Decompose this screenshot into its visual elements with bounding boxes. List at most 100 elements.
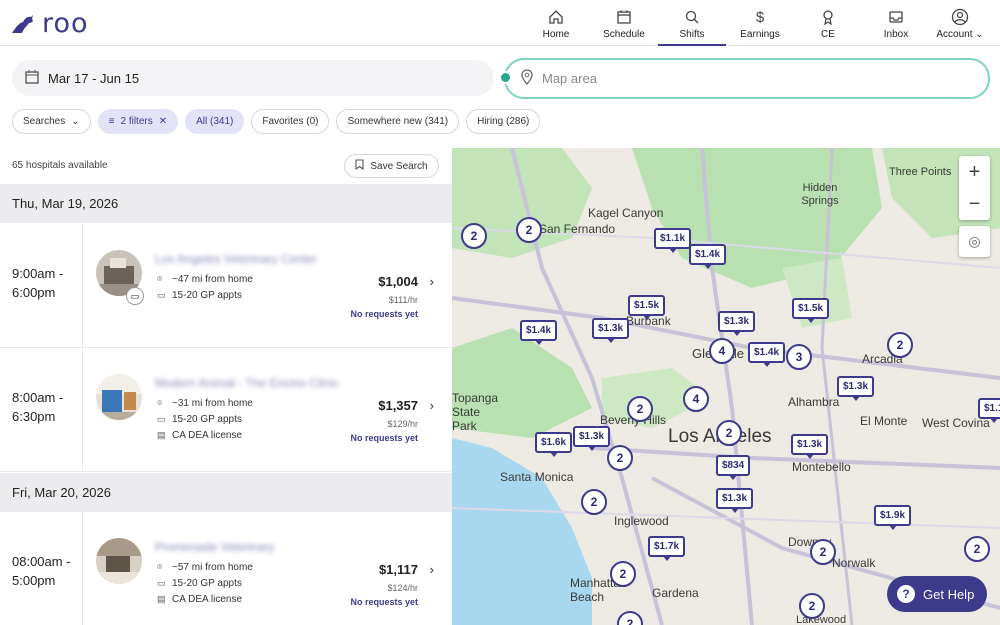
calendar-icon xyxy=(24,69,40,88)
price-marker[interactable]: $1.1 xyxy=(978,398,1000,423)
nav-inbox-label: Inbox xyxy=(883,29,909,40)
distance-text: ~47 mi from home xyxy=(172,274,253,285)
cluster-marker[interactable]: 2 xyxy=(461,223,487,249)
license-text: CA DEA license xyxy=(172,594,243,605)
nav-account-label: Account ⌄ xyxy=(936,29,984,40)
cluster-marker[interactable]: 2 xyxy=(581,489,607,515)
price-marker[interactable]: $1.5k xyxy=(628,295,666,320)
briefcase-icon: ▭ xyxy=(126,287,144,305)
inbox-icon xyxy=(887,8,905,26)
nav-shifts-label: Shifts xyxy=(679,29,705,40)
cluster-marker[interactable]: 3 xyxy=(786,344,812,370)
nav-ce[interactable]: CE xyxy=(794,0,862,46)
shift-list: 65 hospitals available Save Search Thu, … xyxy=(0,148,452,625)
shift-rate: $129/hr xyxy=(387,419,418,429)
place-label: Burbank xyxy=(626,314,671,328)
zoom-in-button[interactable]: + xyxy=(968,160,981,183)
place-label: Norwalk xyxy=(832,556,876,570)
chevron-right-icon[interactable]: › xyxy=(429,274,434,289)
request-status: No requests yet xyxy=(350,597,418,607)
shift-row[interactable]: 08:00am - 5:00pm Promenade Veterinary ⌾ ~… xyxy=(0,512,452,625)
nav-inbox[interactable]: Inbox xyxy=(862,0,930,46)
price-marker[interactable]: $1.3k xyxy=(791,434,829,459)
date-header: Thu, Mar 19, 2026 xyxy=(0,184,452,223)
place-label: Santa Monica xyxy=(500,470,574,484)
price-marker[interactable]: $1.4k xyxy=(689,244,727,269)
divider xyxy=(82,348,83,471)
close-icon[interactable]: ✕ xyxy=(158,116,168,127)
map-view[interactable]: Three Points Hidden Springs Kagel Canyon… xyxy=(452,148,1000,625)
nav-shifts[interactable]: Shifts xyxy=(658,0,726,46)
hospital-name[interactable]: Los Angeles Veterinary Center xyxy=(155,252,318,266)
price-marker[interactable]: $1.3k xyxy=(573,426,611,451)
price-marker[interactable]: $1.7k xyxy=(648,536,686,561)
cluster-marker[interactable]: 2 xyxy=(607,445,633,471)
place-label: Montebello xyxy=(792,460,851,474)
home-icon xyxy=(547,8,565,26)
chevron-down-icon: ⌄ xyxy=(975,29,984,40)
cluster-marker[interactable]: 4 xyxy=(683,386,709,412)
distance: ⌾ ~57 mi from home xyxy=(157,562,253,573)
location-pin-icon: ⌾ xyxy=(157,274,163,284)
zoom-out-button[interactable]: − xyxy=(968,192,981,215)
search-icon xyxy=(683,8,701,26)
searches-dropdown[interactable]: Searches ⌄ xyxy=(12,109,91,134)
price-marker[interactable]: $1.3k xyxy=(716,488,754,513)
dollar-icon: $ xyxy=(755,8,765,26)
price-marker[interactable]: $834 xyxy=(716,455,751,480)
cluster-marker[interactable]: 2 xyxy=(964,536,990,562)
nav-schedule[interactable]: Schedule xyxy=(590,0,658,46)
price-marker[interactable]: $1.4k xyxy=(520,320,558,345)
logo[interactable]: roo xyxy=(10,8,89,39)
somewhere-new-tab[interactable]: Somewhere new (341) xyxy=(336,109,460,134)
nav-home-label: Home xyxy=(542,29,570,40)
cluster-marker[interactable]: 4 xyxy=(709,338,735,364)
chevron-right-icon[interactable]: › xyxy=(429,562,434,577)
nav-earnings[interactable]: $ Earnings xyxy=(726,0,794,46)
nav-home[interactable]: Home xyxy=(522,0,590,46)
cluster-marker[interactable]: 2 xyxy=(627,396,653,422)
brand-name: roo xyxy=(42,8,89,39)
request-status: No requests yet xyxy=(350,433,418,443)
price-marker[interactable]: $1.5k xyxy=(792,298,830,323)
shift-price: $1,357 xyxy=(378,398,418,413)
hospital-name[interactable]: Promenade Veterinary xyxy=(155,540,275,554)
cluster-marker[interactable]: 2 xyxy=(887,332,913,358)
place-label: El Monte xyxy=(860,414,908,428)
cluster-marker[interactable]: 2 xyxy=(516,217,542,243)
map-search-indicator xyxy=(499,71,512,84)
price-marker[interactable]: $1.3k xyxy=(837,376,875,401)
shift-row[interactable]: 9:00am - 6:00pm ▭ Los Angeles Veterinary… xyxy=(0,224,452,348)
price-marker[interactable]: $1.4k xyxy=(748,342,786,367)
locate-me-button[interactable]: ◎ xyxy=(959,226,990,257)
divider xyxy=(82,224,83,347)
hospital-name[interactable]: Modern Animal - The Encino Clinic xyxy=(155,376,339,390)
shift-row[interactable]: 8:00am - 6:30pm Modern Animal - The Enci… xyxy=(0,348,452,472)
cluster-marker[interactable]: 2 xyxy=(799,593,825,619)
cluster-marker[interactable]: 2 xyxy=(617,611,643,625)
searches-label: Searches xyxy=(23,116,66,127)
save-search-button[interactable]: Save Search xyxy=(344,154,439,178)
map-area-placeholder: Map area xyxy=(542,71,597,86)
nav-account[interactable]: Account ⌄ xyxy=(930,0,990,46)
filters-button[interactable]: ≡ 2 filters ✕ xyxy=(97,109,179,134)
id-card-icon: ▤ xyxy=(157,594,166,604)
map-area-input[interactable]: Map area xyxy=(504,58,990,99)
favorites-tab[interactable]: Favorites (0) xyxy=(251,109,330,134)
all-tab[interactable]: All (341) xyxy=(185,109,245,134)
shift-time: 08:00am - 5:00pm xyxy=(12,554,71,588)
price-marker[interactable]: $1.3k xyxy=(592,318,630,343)
distance: ⌾ ~31 mi from home xyxy=(157,398,253,409)
cluster-marker[interactable]: 2 xyxy=(610,561,636,587)
date-range-picker[interactable]: Mar 17 - Jun 15 xyxy=(12,60,494,96)
price-marker[interactable]: $1.1k xyxy=(654,228,692,253)
price-marker[interactable]: $1.6k xyxy=(535,432,573,457)
license-text: CA DEA license xyxy=(172,430,243,441)
price-marker[interactable]: $1.3k xyxy=(718,311,756,336)
cluster-marker[interactable]: 2 xyxy=(810,539,836,565)
cluster-marker[interactable]: 2 xyxy=(716,420,742,446)
hiring-tab[interactable]: Hiring (286) xyxy=(466,109,541,134)
price-marker[interactable]: $1.9k xyxy=(874,505,912,530)
chevron-right-icon[interactable]: › xyxy=(429,398,434,413)
get-help-button[interactable]: ? Get Help xyxy=(887,576,987,612)
